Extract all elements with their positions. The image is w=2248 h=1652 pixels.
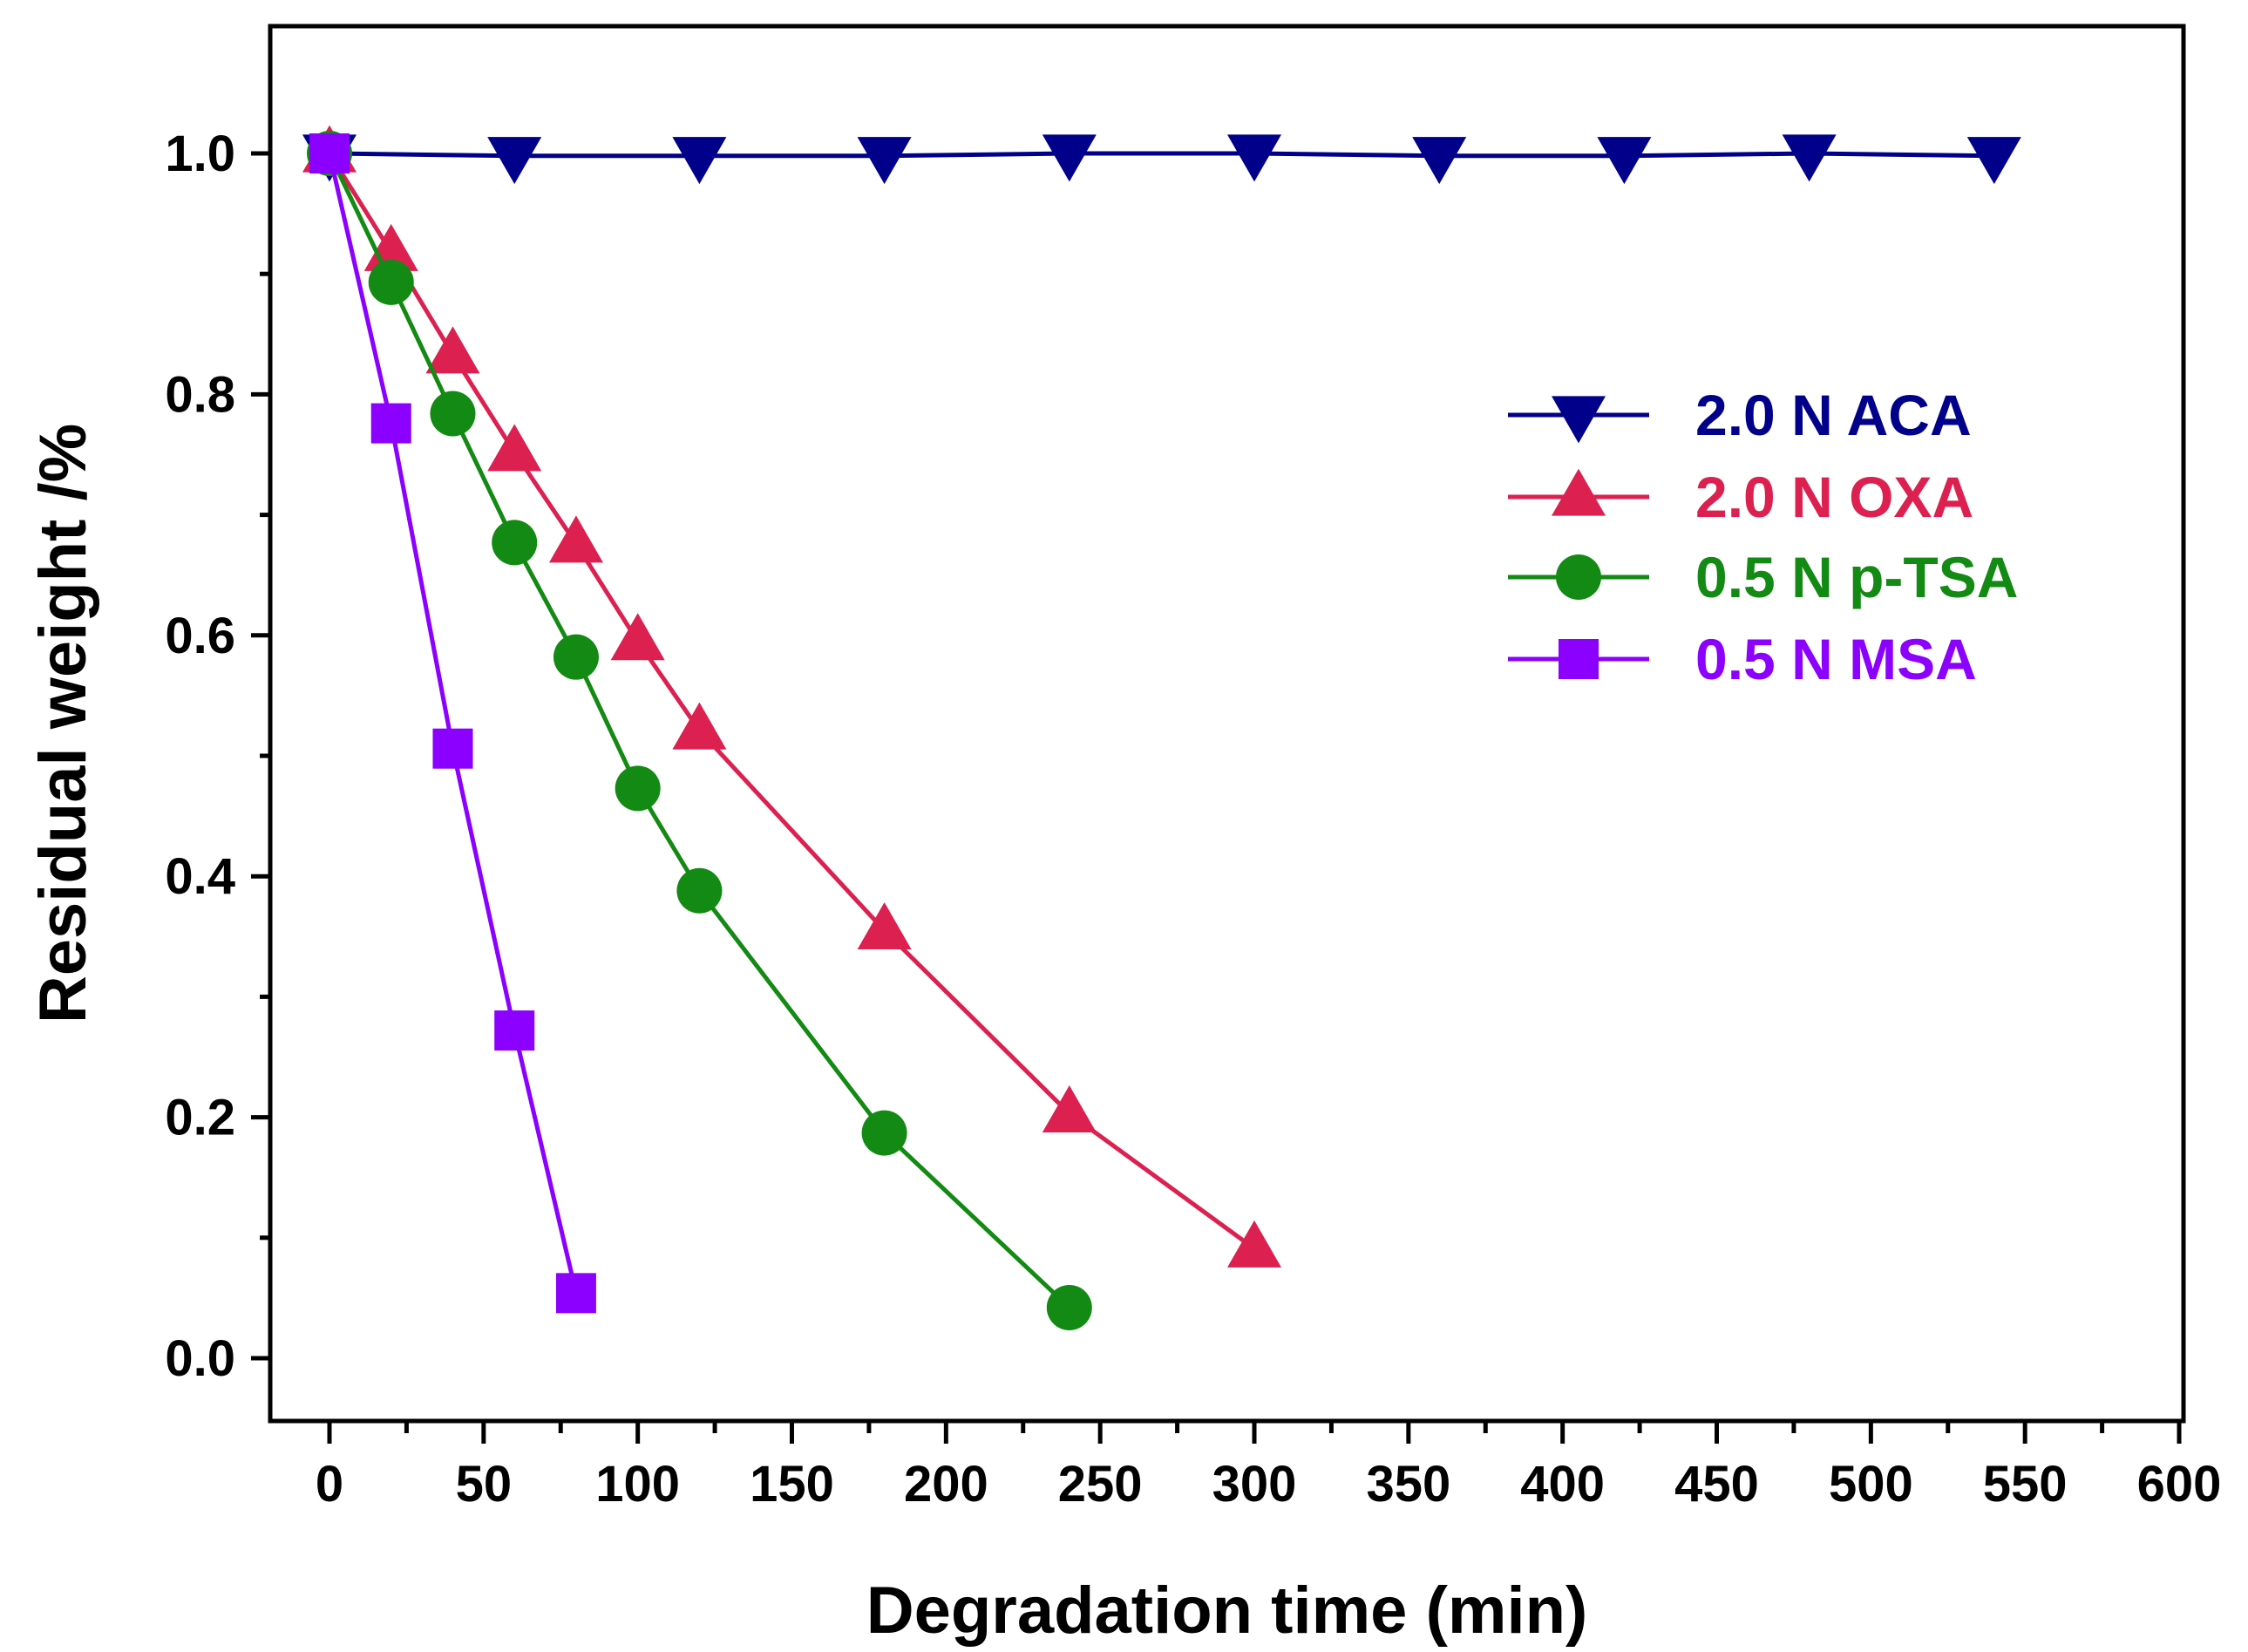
- plot-frame: [268, 24, 2186, 1424]
- x-tick-label: 100: [595, 1456, 680, 1513]
- x-tick-label: 0: [316, 1456, 343, 1513]
- legend-label: 2.0 N ACA: [1695, 383, 1972, 447]
- x-tick-label: 300: [1212, 1456, 1297, 1513]
- series-2-0-n-aca: [302, 134, 2021, 185]
- y-tick-label: 1.0: [165, 126, 235, 182]
- series-line: [327, 152, 1256, 1251]
- data-point: [857, 901, 912, 949]
- data-point: [1782, 134, 1837, 182]
- data-point: [1227, 1220, 1282, 1268]
- data-point: [610, 613, 665, 661]
- x-tick-label: 400: [1520, 1456, 1605, 1513]
- data-point: [548, 515, 603, 563]
- x-tick-label: 200: [904, 1456, 988, 1513]
- data-point: [432, 728, 473, 769]
- y-axis-title: Residual weight /%: [26, 424, 100, 1023]
- legend-item: 2.0 N ACA: [1508, 383, 1972, 447]
- data-point: [309, 133, 350, 173]
- data-point: [363, 223, 418, 271]
- y-tick-label: 0.6: [165, 608, 235, 664]
- legend-label: 2.0 N OXA: [1695, 465, 1973, 529]
- x-axis: 0 50 100 150 200 250 300 350 400 450 500 550 600: [316, 1421, 2222, 1513]
- data-point: [1597, 137, 1652, 185]
- legend-marker: [1552, 468, 1606, 516]
- data-point: [1966, 137, 2021, 185]
- legend-item: 2.0 N OXA: [1508, 465, 1973, 529]
- data-point: [430, 391, 476, 437]
- data-point: [861, 1110, 907, 1156]
- y-tick-label: 0.2: [165, 1090, 235, 1146]
- data-point: [487, 137, 542, 185]
- x-tick-label: 50: [456, 1456, 513, 1513]
- data-point: [1042, 134, 1097, 182]
- data-point: [492, 520, 538, 566]
- x-tick-label: 450: [1674, 1456, 1759, 1513]
- data-point: [672, 702, 727, 750]
- data-point: [676, 867, 723, 914]
- data-point: [1412, 137, 1467, 185]
- data-point: [370, 403, 411, 444]
- x-axis-title: Degradation time (min): [866, 1574, 1588, 1648]
- data-point: [1227, 134, 1282, 182]
- data-point: [857, 137, 912, 185]
- y-tick-label: 0.8: [165, 366, 235, 423]
- data-point: [555, 1273, 596, 1314]
- series-0-5-n-msa: [309, 133, 596, 1314]
- plot-area: [302, 125, 2021, 1330]
- data-point: [1046, 1284, 1092, 1330]
- x-tick-label: 350: [1366, 1456, 1450, 1513]
- legend-marker: [1556, 554, 1601, 600]
- legend-marker: [1552, 396, 1606, 444]
- legend-label: 0.5 N MSA: [1695, 627, 1977, 691]
- data-point: [1042, 1085, 1097, 1133]
- y-tick-label: 0.4: [165, 848, 235, 905]
- x-tick-label: 500: [1829, 1456, 1913, 1513]
- x-tick-label: 550: [1983, 1456, 2068, 1513]
- data-point: [615, 765, 661, 812]
- data-point: [553, 634, 599, 680]
- legend: 2.0 N ACA 2.0 N OXA 0.5 N p-TSA 0.5 N MSA: [1508, 383, 2018, 691]
- legend-label: 0.5 N p-TSA: [1695, 545, 2018, 609]
- data-point: [487, 424, 542, 472]
- y-axis: 0.0 0.2 0.4 0.6 0.8 1.0: [165, 126, 270, 1387]
- x-tick-label: 600: [2137, 1456, 2222, 1513]
- x-tick-label: 150: [750, 1456, 834, 1513]
- series-line: [329, 151, 1994, 159]
- data-point: [368, 259, 414, 305]
- data-point: [425, 326, 480, 374]
- legend-item: 0.5 N MSA: [1508, 627, 1977, 691]
- data-point: [672, 137, 727, 185]
- legend-item: 0.5 N p-TSA: [1508, 545, 2018, 609]
- x-tick-label: 250: [1058, 1456, 1143, 1513]
- y-tick-label: 0.0: [165, 1330, 235, 1387]
- legend-marker: [1559, 639, 1599, 679]
- data-point: [494, 1010, 535, 1051]
